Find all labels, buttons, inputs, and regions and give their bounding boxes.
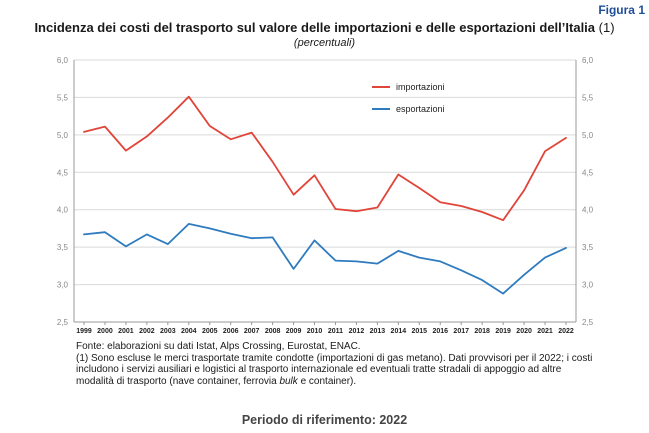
x-tick-label: 2008 xyxy=(265,328,281,335)
series-line-esportazioni xyxy=(83,222,567,295)
y-tick-label-right: 3,5 xyxy=(582,243,594,252)
y-axis-left: 2,5 3,0 3,5 4,0 4,5 5,0 5,5 6,0 xyxy=(57,56,69,327)
reference-period: Periodo di riferimento: 2022 xyxy=(241,413,408,427)
chart-subtitle: (percentuali) xyxy=(293,37,356,49)
y-tick-label-left: 5,0 xyxy=(57,131,69,140)
x-tick-label: 2021 xyxy=(537,328,553,335)
y-tick-label-right: 5,0 xyxy=(582,131,594,140)
series-lines xyxy=(83,95,567,295)
x-axis: 1999 2000 2001 2002 2003 2004 2005 2006 2007 2008… xyxy=(76,322,574,335)
x-tick-label: 2013 xyxy=(370,328,386,335)
y-tick-label-left: 4,0 xyxy=(57,206,69,215)
y-tick-label-left: 3,5 xyxy=(57,243,69,252)
chart-title-note-ref: (1) xyxy=(598,20,615,35)
x-tick-label: 2007 xyxy=(244,328,260,335)
figure-label: Figura 1 xyxy=(598,3,645,17)
y-tick-label-left: 6,0 xyxy=(57,56,69,65)
footnote: (1) Sono escluse le merci trasportate tr… xyxy=(76,353,596,388)
y-tick-label-right: 2,5 xyxy=(582,318,594,327)
y-tick-label-left: 5,5 xyxy=(57,93,69,102)
y-tick-label-right: 5,5 xyxy=(582,93,594,102)
x-tick-label: 2017 xyxy=(453,328,469,335)
line-chart: 2,5 3,0 3,5 4,0 4,5 5,0 5,5 6,0 2,5 3,0 3,5 4,0 4,5… xyxy=(57,56,594,335)
legend-label-esportazioni: esportazioni xyxy=(396,104,445,114)
x-tick-label: 2011 xyxy=(328,328,343,335)
x-tick-label: 2022 xyxy=(558,328,574,335)
y-tick-label-right: 6,0 xyxy=(582,56,594,65)
y-axis-right: 2,5 3,0 3,5 4,0 4,5 5,0 5,5 6,0 xyxy=(582,56,594,327)
chart-title-main: Incidenza dei costi del trasporto sul va… xyxy=(34,20,596,35)
legend-label-importazioni: importazioni xyxy=(396,82,445,92)
footnote-italic: bulk xyxy=(279,375,298,387)
legend: importazioni esportazioni xyxy=(372,82,445,114)
x-tick-label: 2018 xyxy=(474,328,490,335)
x-tick-label: 2016 xyxy=(432,328,448,335)
y-tick-label-right: 4,0 xyxy=(582,206,594,215)
y-tick-label-right: 3,0 xyxy=(582,281,594,290)
x-tick-label: 2003 xyxy=(160,328,176,335)
notes: Fonte: elaborazioni su dati Istat, Alps … xyxy=(76,341,596,387)
x-tick-label: 2019 xyxy=(495,328,511,335)
chart-title: Incidenza dei costi del trasporto sul va… xyxy=(0,20,649,35)
y-tick-label-left: 2,5 xyxy=(57,318,69,327)
grid-lines xyxy=(73,59,577,323)
x-tick-label: 2009 xyxy=(286,328,302,335)
y-tick-label-left: 3,0 xyxy=(57,281,69,290)
x-tick-label: 2004 xyxy=(181,328,197,335)
y-tick-label-right: 4,5 xyxy=(582,168,594,177)
x-tick-label: 2010 xyxy=(307,328,323,335)
x-tick-label: 2020 xyxy=(516,328,532,335)
x-tick-label: 2001 xyxy=(118,328,134,335)
x-tick-label: 2012 xyxy=(349,328,365,335)
x-tick-label: 2000 xyxy=(97,328,113,335)
x-tick-label: 2015 xyxy=(412,328,428,335)
x-tick-label: 2002 xyxy=(139,328,155,335)
x-tick-label: 2006 xyxy=(223,328,239,335)
footnote-end: e container). xyxy=(297,375,357,387)
x-tick-label: 1999 xyxy=(76,328,92,335)
source-note: Fonte: elaborazioni su dati Istat, Alps … xyxy=(76,341,361,352)
x-tick-label: 2005 xyxy=(202,328,218,335)
y-tick-label-left: 4,5 xyxy=(57,168,69,177)
x-tick-label: 2014 xyxy=(391,328,407,335)
series-line-importazioni xyxy=(83,95,567,222)
footnote-text: (1) Sono escluse le merci trasportate tr… xyxy=(76,352,593,387)
